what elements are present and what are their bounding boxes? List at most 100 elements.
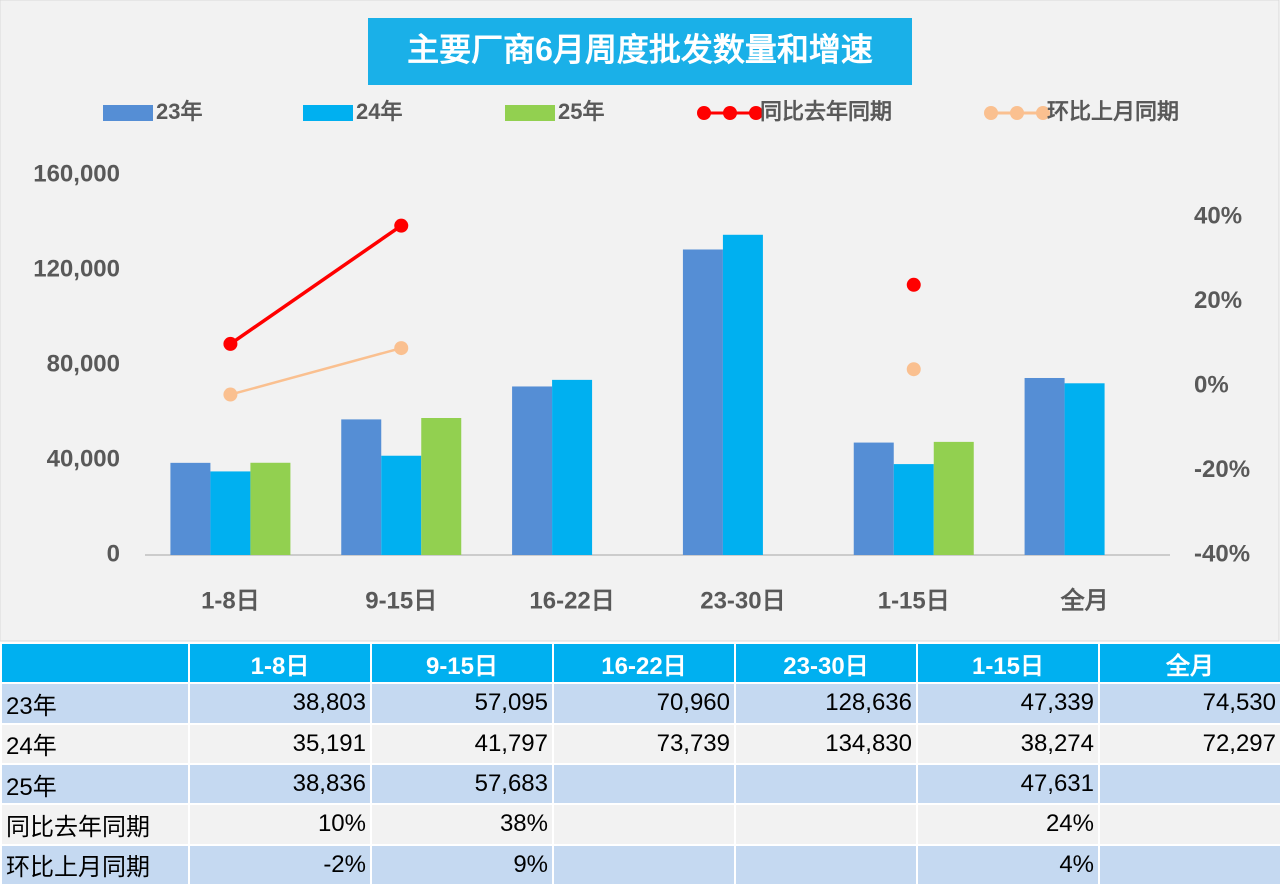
y-tick-label: 0	[107, 540, 120, 567]
table-cell: 41,797	[370, 722, 554, 765]
chart-title: 主要厂商6月周度批发数量和增速	[407, 31, 873, 67]
legend-label: 24年	[356, 99, 402, 124]
legend-marker	[984, 106, 998, 120]
table-row: 24年 35,191 41,797 73,739 134,830 38,274 72,297	[0, 722, 1280, 765]
table-cell: 38%	[370, 803, 554, 846]
legend-marker	[697, 106, 711, 120]
legend-marker	[1036, 106, 1050, 120]
data-table: 1-8日 9-15日 16-22日 23-30日 1-15日 全月 23年 38,803 57,…	[0, 641, 1280, 886]
table-cell: 47,631	[916, 762, 1100, 806]
row-label: 25年	[0, 762, 190, 806]
bar	[341, 419, 382, 555]
table-row: 同比去年同期 10% 38% 24%	[0, 803, 1280, 846]
legend-label: 同比去年同期	[760, 99, 892, 124]
x-tick-label: 1-15日	[878, 587, 950, 614]
y2-tick-label: 20%	[1194, 287, 1242, 314]
x-tick-label: 全月	[1060, 586, 1109, 614]
table-cell	[552, 843, 736, 886]
legend-marker	[1010, 106, 1024, 120]
column-header: 23-30日	[734, 641, 918, 685]
bar	[552, 379, 593, 555]
row-label: 24年	[0, 722, 190, 765]
table-cell	[734, 803, 918, 846]
table-cell: 73,739	[552, 722, 736, 765]
line-marker	[223, 336, 238, 351]
table-cell	[552, 803, 736, 846]
column-header: 全月	[1098, 641, 1280, 685]
bar	[381, 455, 422, 555]
chart: 主要厂商6月周度批发数量和增速 0 40,000 80,000 120,000 160,…	[0, 0, 1280, 642]
table-cell	[1098, 803, 1280, 846]
row-label: 同比去年同期	[0, 803, 190, 846]
legend-label: 环比上月同期	[1047, 99, 1179, 124]
table-cell: 10%	[188, 803, 372, 846]
column-header: 16-22日	[552, 641, 736, 685]
table-row: 25年 38,836 57,683 47,631	[0, 762, 1280, 806]
bar	[1024, 377, 1065, 555]
row-label: 环比上月同期	[0, 843, 190, 886]
line-marker	[906, 362, 921, 377]
table-cell: 72,297	[1098, 722, 1280, 765]
x-tick-label: 16-22日	[529, 587, 614, 614]
table-cell: -2%	[188, 843, 372, 886]
y2-tick-label: -20%	[1194, 456, 1250, 483]
legend-swatch	[303, 105, 353, 121]
y-tick-label: 120,000	[33, 255, 120, 282]
table-row: 环比上月同期 -2% 9% 4%	[0, 843, 1280, 886]
line-marker	[906, 277, 921, 292]
legend-label: 23年	[156, 99, 202, 124]
bar	[421, 418, 462, 555]
legend-swatch	[505, 105, 555, 121]
line	[230, 346, 402, 396]
table-cell: 47,339	[916, 682, 1100, 725]
y-tick-label: 80,000	[47, 350, 120, 377]
bar	[933, 441, 974, 555]
line-marker	[394, 218, 409, 233]
table-cell: 38,803	[188, 682, 372, 725]
table-cell	[734, 762, 918, 806]
bar	[170, 462, 211, 555]
table-cell	[734, 843, 918, 886]
y-tick-label: 40,000	[47, 445, 120, 472]
line	[229, 224, 403, 346]
table-cell	[1098, 843, 1280, 886]
table-cell: 70,960	[552, 682, 736, 725]
bar	[722, 234, 763, 555]
table-cell: 24%	[916, 803, 1100, 846]
y2-tick-label: -40%	[1194, 540, 1250, 567]
table-cell: 38,274	[916, 722, 1100, 765]
line-marker	[394, 341, 409, 356]
bar	[1064, 383, 1105, 555]
table-cell: 38,836	[188, 762, 372, 806]
table-cell	[552, 762, 736, 806]
column-header: 1-8日	[188, 641, 372, 685]
x-tick-label: 1-8日	[201, 587, 260, 614]
legend-swatch	[103, 105, 153, 121]
y2-tick-label: 0%	[1194, 371, 1229, 398]
legend-label: 25年	[558, 99, 604, 124]
table-cell: 9%	[370, 843, 554, 886]
y-tick-label: 160,000	[33, 160, 120, 187]
table-cell: 74,530	[1098, 682, 1280, 725]
bar	[853, 442, 894, 555]
legend-marker	[749, 106, 763, 120]
table-cell	[1098, 762, 1280, 806]
table-cell: 57,095	[370, 682, 554, 725]
table-row: 1-8日 9-15日 16-22日 23-30日 1-15日 全月	[0, 641, 1280, 685]
legend-marker	[723, 106, 737, 120]
bar	[210, 471, 251, 555]
column-header: 1-15日	[916, 641, 1100, 685]
table-cell: 57,683	[370, 762, 554, 806]
table-cell: 128,636	[734, 682, 918, 725]
bar	[250, 462, 291, 555]
table-corner	[0, 641, 190, 685]
bar	[893, 464, 934, 555]
table-cell: 4%	[916, 843, 1100, 886]
table-cell: 134,830	[734, 722, 918, 765]
table-cell: 35,191	[188, 722, 372, 765]
title-box	[368, 18, 912, 85]
table-row: 23年 38,803 57,095 70,960 128,636 47,339 74,530	[0, 682, 1280, 725]
bar	[512, 386, 553, 555]
y2-tick-label: 40%	[1194, 203, 1242, 230]
